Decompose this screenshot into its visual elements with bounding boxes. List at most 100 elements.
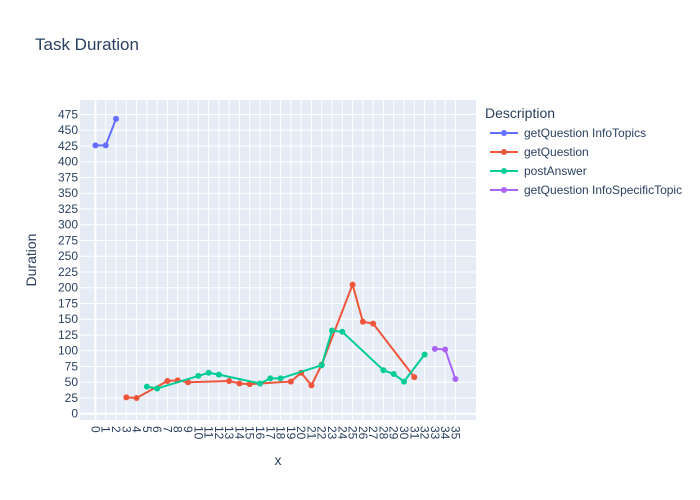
y-axis-title: Duration <box>23 234 39 287</box>
data-point <box>370 320 377 327</box>
grid-lines <box>80 100 476 420</box>
x-tick-labels: 0123456789101112131415161718192021222324… <box>88 426 462 440</box>
y-tick-label: 200 <box>58 281 78 295</box>
x-tick-label: 8 <box>171 426 185 433</box>
x-tick-label: 14 <box>232 426 246 440</box>
series-3 <box>431 345 459 383</box>
y-tick-label: 475 <box>58 107 78 121</box>
x-tick-label: 16 <box>253 426 267 440</box>
y-tick-label: 175 <box>58 296 78 310</box>
y-tick-label: 150 <box>58 312 78 326</box>
x-tick-label: 19 <box>284 426 298 440</box>
y-tick-label: 400 <box>58 155 78 169</box>
y-tick-label: 375 <box>58 170 78 184</box>
series-0 <box>92 115 119 149</box>
x-tick-label: 29 <box>387 426 401 440</box>
y-tick-label: 450 <box>58 123 78 137</box>
y-tick-label: 325 <box>58 202 78 216</box>
y-tick-label: 50 <box>65 375 79 389</box>
data-point <box>123 394 130 401</box>
x-tick-label: 18 <box>274 426 288 440</box>
x-tick-label: 5 <box>140 426 154 433</box>
legend-item[interactable]: getQuestion InfoTopics <box>490 126 646 140</box>
x-tick-label: 22 <box>315 426 329 440</box>
data-point <box>308 382 315 389</box>
legend-item[interactable]: postAnswer <box>490 164 587 178</box>
x-axis-title: x <box>275 452 282 468</box>
data-point <box>359 318 366 325</box>
x-tick-label: 3 <box>119 426 133 433</box>
y-tick-labels: 0255075100125150175200225250275300325350… <box>58 107 78 420</box>
y-tick-label: 0 <box>71 407 78 421</box>
legend-label: getQuestion <box>524 145 589 159</box>
x-tick-label: 10 <box>191 426 205 440</box>
legend-label: getQuestion InfoTopics <box>524 126 646 140</box>
y-tick-label: 100 <box>58 344 78 358</box>
data-point <box>215 371 222 378</box>
data-point <box>287 378 294 385</box>
x-tick-label: 9 <box>181 426 195 433</box>
legend-swatch-marker <box>501 187 507 193</box>
legend-item[interactable]: getQuestion InfoSpecificTopic <box>490 183 682 197</box>
x-tick-label: 27 <box>366 426 380 440</box>
data-point <box>226 377 233 384</box>
legend-label: getQuestion InfoSpecificTopic <box>524 183 682 197</box>
y-tick-label: 125 <box>58 328 78 342</box>
x-tick-label: 4 <box>130 426 144 433</box>
x-tick-label: 34 <box>438 426 452 440</box>
data-point <box>380 367 387 374</box>
series-group <box>92 115 459 401</box>
x-tick-label: 35 <box>448 426 462 440</box>
data-point <box>195 372 202 379</box>
x-tick-label: 31 <box>407 426 421 440</box>
x-tick-label: 26 <box>356 426 370 440</box>
y-tick-label: 225 <box>58 265 78 279</box>
x-tick-label: 23 <box>325 426 339 440</box>
data-point <box>154 385 161 392</box>
x-tick-label: 7 <box>160 426 174 433</box>
x-tick-label: 28 <box>376 426 390 440</box>
data-point <box>236 380 243 387</box>
data-point <box>318 362 325 369</box>
legend-swatch-marker <box>501 168 507 174</box>
data-point <box>92 142 99 149</box>
legend-item[interactable]: getQuestion <box>490 145 589 159</box>
series-line <box>126 281 416 399</box>
legend-label: postAnswer <box>524 164 587 178</box>
x-tick-label: 32 <box>418 426 432 440</box>
data-point <box>133 394 140 401</box>
data-point <box>442 346 449 353</box>
data-point <box>267 375 274 382</box>
y-tick-label: 75 <box>65 359 79 373</box>
data-point <box>185 379 191 386</box>
data-point <box>143 383 150 390</box>
x-tick-label: 20 <box>294 426 308 440</box>
series-2 <box>143 327 428 392</box>
data-point <box>113 115 119 122</box>
plot-area <box>80 100 476 420</box>
data-point <box>349 281 356 288</box>
data-point <box>401 378 407 385</box>
legend[interactable]: Description getQuestion InfoTopics getQue… <box>485 105 682 197</box>
data-point <box>205 369 212 376</box>
chart-title: Task Duration <box>35 35 139 54</box>
x-tick-label: 25 <box>346 426 360 440</box>
x-tick-label: 12 <box>212 426 226 440</box>
x-tick-label: 21 <box>304 426 318 440</box>
data-point <box>411 374 418 381</box>
x-tick-label: 6 <box>150 426 164 433</box>
data-point <box>339 328 346 335</box>
x-tick-label: 30 <box>397 426 411 440</box>
data-point <box>329 327 335 334</box>
data-point <box>102 142 109 149</box>
data-point <box>421 351 428 358</box>
legend-title: Description <box>485 105 555 121</box>
legend-swatch-marker <box>501 149 507 155</box>
x-tick-label: 17 <box>263 426 277 440</box>
y-tick-label: 350 <box>58 186 78 200</box>
x-tick-label: 15 <box>243 426 257 440</box>
data-point <box>277 375 284 382</box>
y-tick-label: 275 <box>58 233 78 247</box>
x-tick-label: 33 <box>428 426 442 440</box>
